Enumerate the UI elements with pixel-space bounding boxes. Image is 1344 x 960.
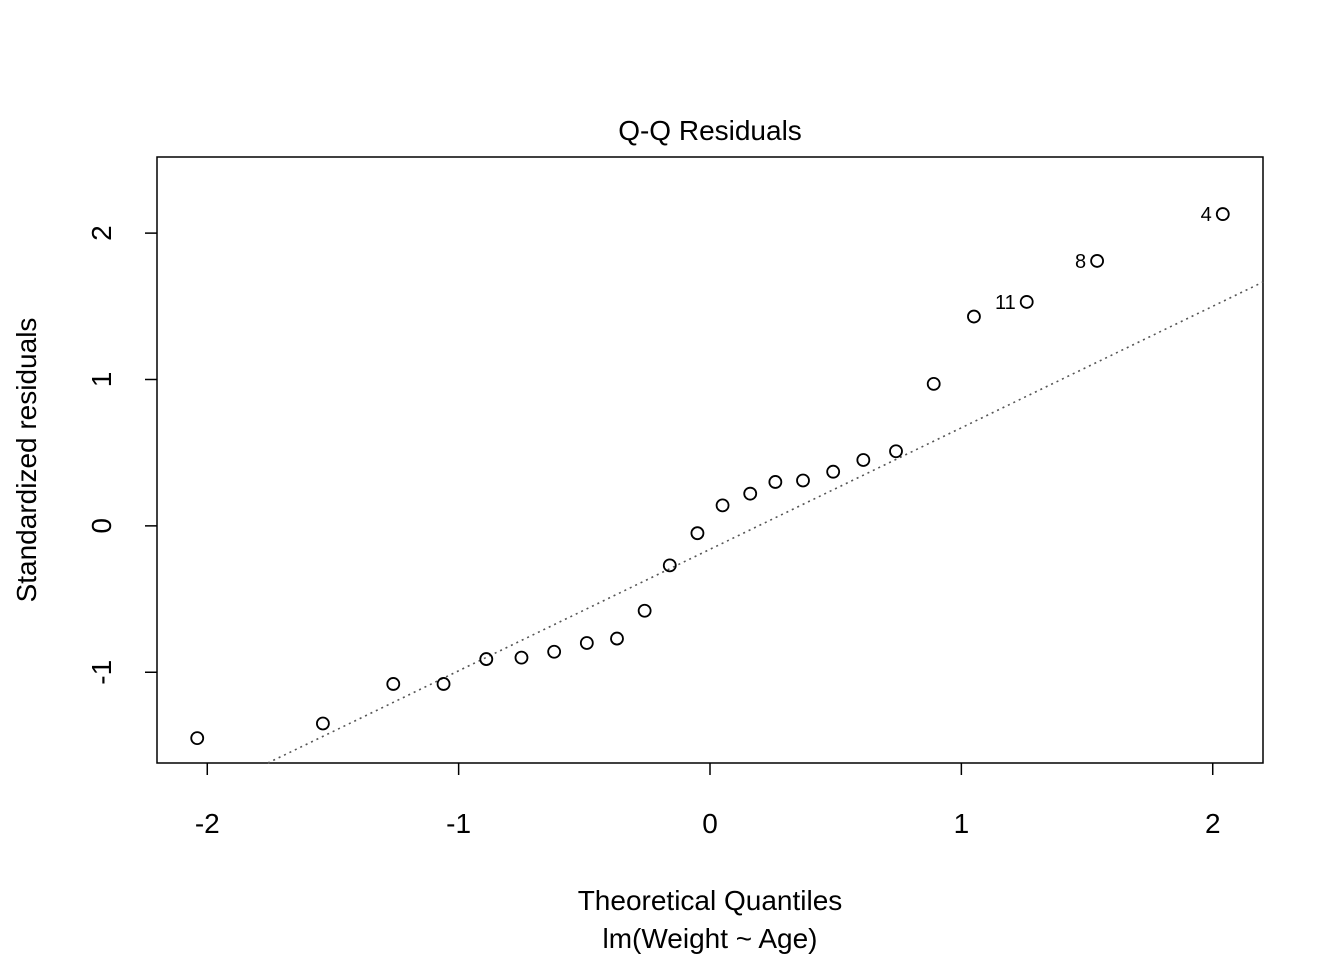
- chart-title: Q-Q Residuals: [618, 115, 802, 146]
- data-point: [190, 731, 205, 746]
- data-point: [1019, 295, 1034, 309]
- y-axis: -1 0 1 2: [86, 225, 157, 685]
- points-group: [190, 207, 1230, 746]
- data-point: [743, 486, 758, 501]
- x-axis: -2 -1 0 1 2: [195, 763, 1221, 839]
- data-point: [826, 464, 841, 479]
- point-label: 11: [995, 292, 1016, 314]
- chart-subtitle: lm(Weight ~ Age): [602, 923, 817, 954]
- y-tick-label: 1: [86, 372, 117, 388]
- y-tick-label: 2: [86, 225, 117, 241]
- point-labels-group: 11 8 4: [995, 204, 1212, 314]
- reference-line-group: [267, 281, 1264, 764]
- x-tick-label: 2: [1205, 808, 1221, 839]
- data-point: [479, 652, 494, 666]
- x-axis-title: Theoretical Quantiles: [578, 885, 843, 916]
- x-tick-label: 0: [702, 808, 718, 839]
- data-point: [547, 644, 562, 659]
- data-point: [436, 677, 451, 691]
- data-point: [315, 716, 330, 731]
- point-label: 4: [1201, 204, 1212, 226]
- y-axis-title: Standardized residuals: [11, 318, 42, 603]
- data-point: [386, 677, 401, 691]
- data-point: [1090, 254, 1104, 268]
- x-tick-label: -2: [195, 808, 220, 839]
- reference-line: [267, 281, 1264, 764]
- data-point: [926, 376, 941, 391]
- data-point: [715, 498, 730, 513]
- point-label: 8: [1075, 251, 1086, 273]
- y-tick-label: -1: [86, 660, 117, 685]
- data-point: [889, 444, 903, 459]
- plot-frame: [156, 156, 1264, 764]
- data-point: [967, 309, 981, 324]
- data-point: [662, 558, 677, 573]
- data-point: [768, 475, 783, 489]
- x-tick-label: 1: [954, 808, 970, 839]
- data-point: [514, 650, 529, 665]
- data-point: [579, 636, 594, 650]
- data-point: [690, 526, 705, 541]
- y-tick-label: 0: [86, 518, 117, 534]
- data-point: [637, 603, 652, 618]
- data-point: [1215, 207, 1230, 221]
- data-point: [796, 473, 810, 488]
- x-tick-label: -1: [446, 808, 471, 839]
- data-point: [856, 453, 871, 467]
- data-point: [610, 631, 624, 646]
